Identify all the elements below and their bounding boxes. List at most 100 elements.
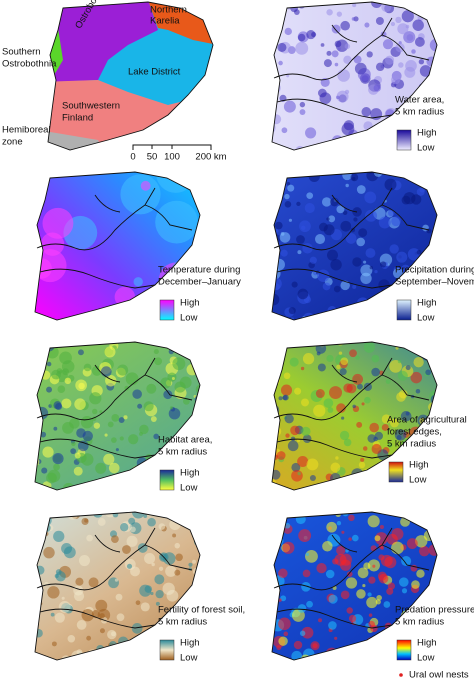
raster-texture xyxy=(419,514,431,526)
raster-texture xyxy=(195,384,200,394)
raster-texture xyxy=(356,383,363,390)
raster-texture xyxy=(70,448,77,455)
caption: September–November xyxy=(395,277,474,288)
raster-texture xyxy=(61,360,75,373)
raster-texture xyxy=(387,442,393,448)
raster-texture xyxy=(272,426,275,434)
raster-texture xyxy=(279,183,283,188)
raster-texture xyxy=(438,563,441,566)
raster-texture xyxy=(371,367,381,377)
raster-texture xyxy=(410,371,423,384)
raster-texture xyxy=(321,483,328,490)
raster-texture xyxy=(264,140,270,146)
raster-texture xyxy=(334,40,342,48)
raster-texture xyxy=(358,228,368,238)
raster-texture xyxy=(379,525,384,530)
raster-texture xyxy=(381,2,392,13)
raster-texture xyxy=(199,389,200,395)
raster-texture xyxy=(436,29,437,39)
raster-texture xyxy=(54,573,59,579)
raster-texture xyxy=(29,364,33,368)
caption: 5 km radius xyxy=(395,617,444,628)
raster-texture xyxy=(265,249,268,252)
raster-texture xyxy=(95,462,107,474)
raster-texture xyxy=(104,433,108,437)
raster-texture xyxy=(361,107,372,117)
raster-texture xyxy=(129,526,136,533)
raster-texture xyxy=(334,313,346,320)
raster-texture xyxy=(114,286,136,308)
raster-texture xyxy=(388,209,395,217)
raster-texture xyxy=(279,232,291,243)
raster-texture xyxy=(346,571,353,577)
raster-texture xyxy=(363,382,372,391)
raster-texture xyxy=(326,354,334,363)
raster-texture xyxy=(163,390,173,400)
raster-texture xyxy=(385,379,391,384)
region-label: Karelia xyxy=(150,16,180,27)
legend-label: Low xyxy=(180,313,198,324)
raster-texture xyxy=(297,33,306,42)
raster-texture xyxy=(363,260,367,264)
raster-texture xyxy=(429,2,437,10)
raster-texture xyxy=(327,407,334,413)
raster-texture xyxy=(291,469,303,482)
raster-texture xyxy=(151,562,155,567)
raster-texture xyxy=(130,655,144,660)
raster-texture xyxy=(299,220,311,233)
raster-texture xyxy=(282,394,289,401)
raster-texture xyxy=(356,297,369,310)
raster-texture xyxy=(328,594,338,604)
raster-texture xyxy=(345,577,358,589)
region-label: Finland xyxy=(62,113,93,124)
raster-texture xyxy=(302,353,315,365)
raster-texture xyxy=(336,90,349,103)
raster-texture xyxy=(154,574,165,585)
raster-texture xyxy=(172,357,186,371)
raster-texture xyxy=(153,433,160,440)
scale-bar xyxy=(132,144,212,150)
raster-texture xyxy=(140,602,150,612)
raster-texture xyxy=(376,595,382,601)
raster-texture xyxy=(175,553,183,562)
raster-texture xyxy=(339,307,347,315)
raster-texture xyxy=(53,401,62,410)
raster-texture xyxy=(77,440,89,452)
raster-texture xyxy=(361,402,365,406)
raster-texture xyxy=(436,60,437,71)
raster-texture xyxy=(303,648,315,660)
raster-texture xyxy=(291,281,298,288)
raster-texture xyxy=(97,518,106,526)
raster-texture xyxy=(325,647,338,660)
legend-label: Low xyxy=(180,653,198,664)
raster-texture xyxy=(325,569,335,579)
raster-texture xyxy=(374,535,381,542)
raster-texture xyxy=(86,534,93,542)
raster-texture xyxy=(397,295,402,300)
raster-texture xyxy=(287,184,295,192)
raster-texture xyxy=(397,359,402,364)
raster-texture xyxy=(55,571,66,582)
raster-texture xyxy=(276,451,286,460)
region-label: Hemiboreal xyxy=(2,125,51,136)
raster-texture xyxy=(300,366,305,371)
raster-texture xyxy=(62,482,75,490)
legend-ramp xyxy=(396,129,412,151)
raster-texture xyxy=(401,588,408,594)
raster-texture xyxy=(325,652,334,660)
legend-label: High xyxy=(417,298,437,309)
raster-texture xyxy=(389,244,399,254)
raster-texture xyxy=(35,423,41,432)
raster-texture xyxy=(418,59,425,65)
raster-texture xyxy=(126,535,138,547)
raster-texture xyxy=(35,565,45,575)
raster-texture xyxy=(63,546,76,559)
raster-texture xyxy=(278,60,283,66)
raster-texture xyxy=(100,366,112,377)
raster-texture xyxy=(169,406,174,410)
raster-texture xyxy=(89,392,102,405)
raster-texture xyxy=(430,527,437,534)
raster-texture xyxy=(148,476,155,484)
map-panel: Predation pressure,5 km radius High Low Ura… xyxy=(271,511,474,681)
raster-texture xyxy=(57,385,66,394)
